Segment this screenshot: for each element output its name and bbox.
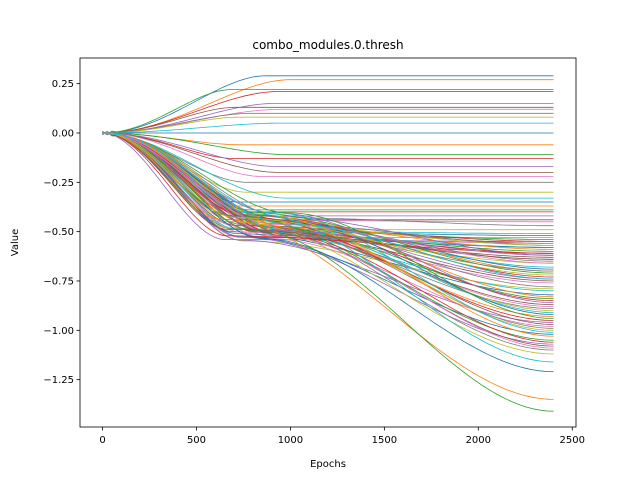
y-tick-label: −0.50 <box>43 227 74 238</box>
series-line <box>102 131 554 193</box>
series-line <box>102 132 554 355</box>
series-line <box>102 131 554 337</box>
x-tick-label: 500 <box>187 435 206 446</box>
y-axis: 0.25 0.00 −0.25 −0.50 −0.75 −1.00 −1.25 <box>43 79 80 386</box>
plot-frame <box>79 57 577 428</box>
series-line <box>102 103 554 135</box>
series-line <box>102 131 554 256</box>
series-line <box>102 131 554 167</box>
series-line <box>102 132 554 321</box>
series-line <box>102 108 554 135</box>
y-axis-label: Value <box>10 229 21 256</box>
series-line <box>102 106 554 135</box>
y-tick-label: −1.25 <box>43 375 74 386</box>
y-tick-label: 0.25 <box>52 79 74 90</box>
series-line <box>102 131 554 319</box>
series-line <box>102 131 554 156</box>
series-line <box>102 131 554 280</box>
series-line <box>102 112 554 134</box>
series-line <box>102 131 554 146</box>
series-line <box>102 131 554 412</box>
y-tick-label: −0.25 <box>43 178 74 189</box>
y-tick-label: −0.75 <box>43 276 74 287</box>
series-line <box>102 122 554 135</box>
x-tick-label: 1500 <box>372 435 397 446</box>
y-tick-label: 0.00 <box>52 128 74 139</box>
series-line <box>102 131 554 304</box>
x-axis-label: Epochs <box>310 459 346 470</box>
series-line <box>102 131 554 349</box>
series-line <box>102 131 554 264</box>
chart-title: combo_modules.0.thresh <box>252 38 403 52</box>
series-line <box>102 132 554 333</box>
series-line <box>102 131 554 343</box>
x-tick-label: 0 <box>99 435 105 446</box>
series-line <box>102 132 554 177</box>
series-line <box>102 89 554 135</box>
series-layer <box>102 75 554 412</box>
series-line <box>102 131 554 227</box>
series-line <box>102 131 554 183</box>
series-line <box>102 132 554 135</box>
series-line <box>102 131 554 260</box>
x-axis: 0 500 1000 1500 2000 2500 <box>99 427 585 446</box>
series-line <box>102 131 554 173</box>
series-line <box>102 132 554 276</box>
series-line <box>102 116 554 135</box>
y-tick-label: −1.00 <box>43 326 74 337</box>
series-line <box>102 132 554 199</box>
series-line <box>102 132 554 400</box>
series-line <box>102 131 554 160</box>
x-tick-label: 2000 <box>466 435 491 446</box>
series-line <box>102 79 554 135</box>
series-line <box>102 91 554 135</box>
x-tick-label: 1000 <box>278 435 303 446</box>
series-line <box>102 75 554 135</box>
series-line <box>102 131 554 345</box>
x-tick-label: 2500 <box>560 435 585 446</box>
